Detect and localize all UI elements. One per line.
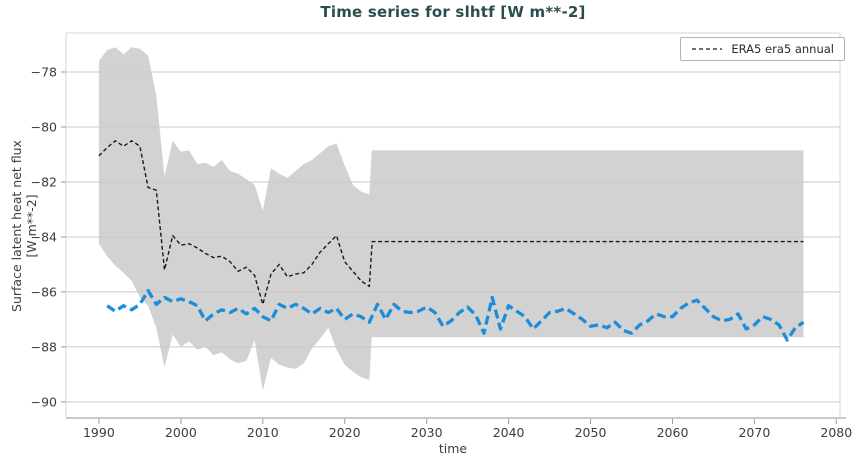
y-tick-label: −84	[31, 230, 57, 245]
x-tick-label: 1990	[83, 425, 115, 440]
legend-label: ERA5 era5 annual	[731, 42, 834, 56]
y-axis-label: Surface latent heat net flux [W m**-2]	[9, 86, 39, 366]
y-tick-label: −90	[31, 394, 57, 409]
series-line-era5-annual	[98, 140, 804, 305]
x-axis-label: time	[438, 441, 468, 456]
y-tick-label: −86	[31, 284, 57, 299]
x-tick-label: 2070	[738, 425, 770, 440]
y-tick-label: −80	[31, 120, 57, 135]
legend: ERA5 era5 annual	[680, 37, 845, 61]
x-tick-label: 2060	[657, 425, 689, 440]
chart-title: Time series for slhtf [W m**-2]	[320, 3, 586, 21]
y-axis-label-line2: [W m**-2]	[24, 194, 39, 258]
legend-dashed-line-icon	[692, 48, 723, 50]
y-tick-label: −82	[31, 175, 57, 190]
y-tick-label: −88	[31, 339, 57, 354]
x-tick-label: 2030	[411, 425, 443, 440]
x-tick-label: 2010	[247, 425, 279, 440]
series-line-model-annual	[106, 288, 805, 342]
x-tick-label: 2000	[165, 425, 197, 440]
x-tick-label: 2050	[575, 425, 607, 440]
uncertainty-band	[98, 47, 804, 391]
y-axis-label-line1: Surface latent heat net flux	[9, 140, 24, 312]
x-tick-label: 2040	[493, 425, 525, 440]
x-tick-label: 2020	[329, 425, 361, 440]
x-tick-label: 2080	[820, 425, 852, 440]
y-tick-label: −78	[31, 65, 57, 80]
